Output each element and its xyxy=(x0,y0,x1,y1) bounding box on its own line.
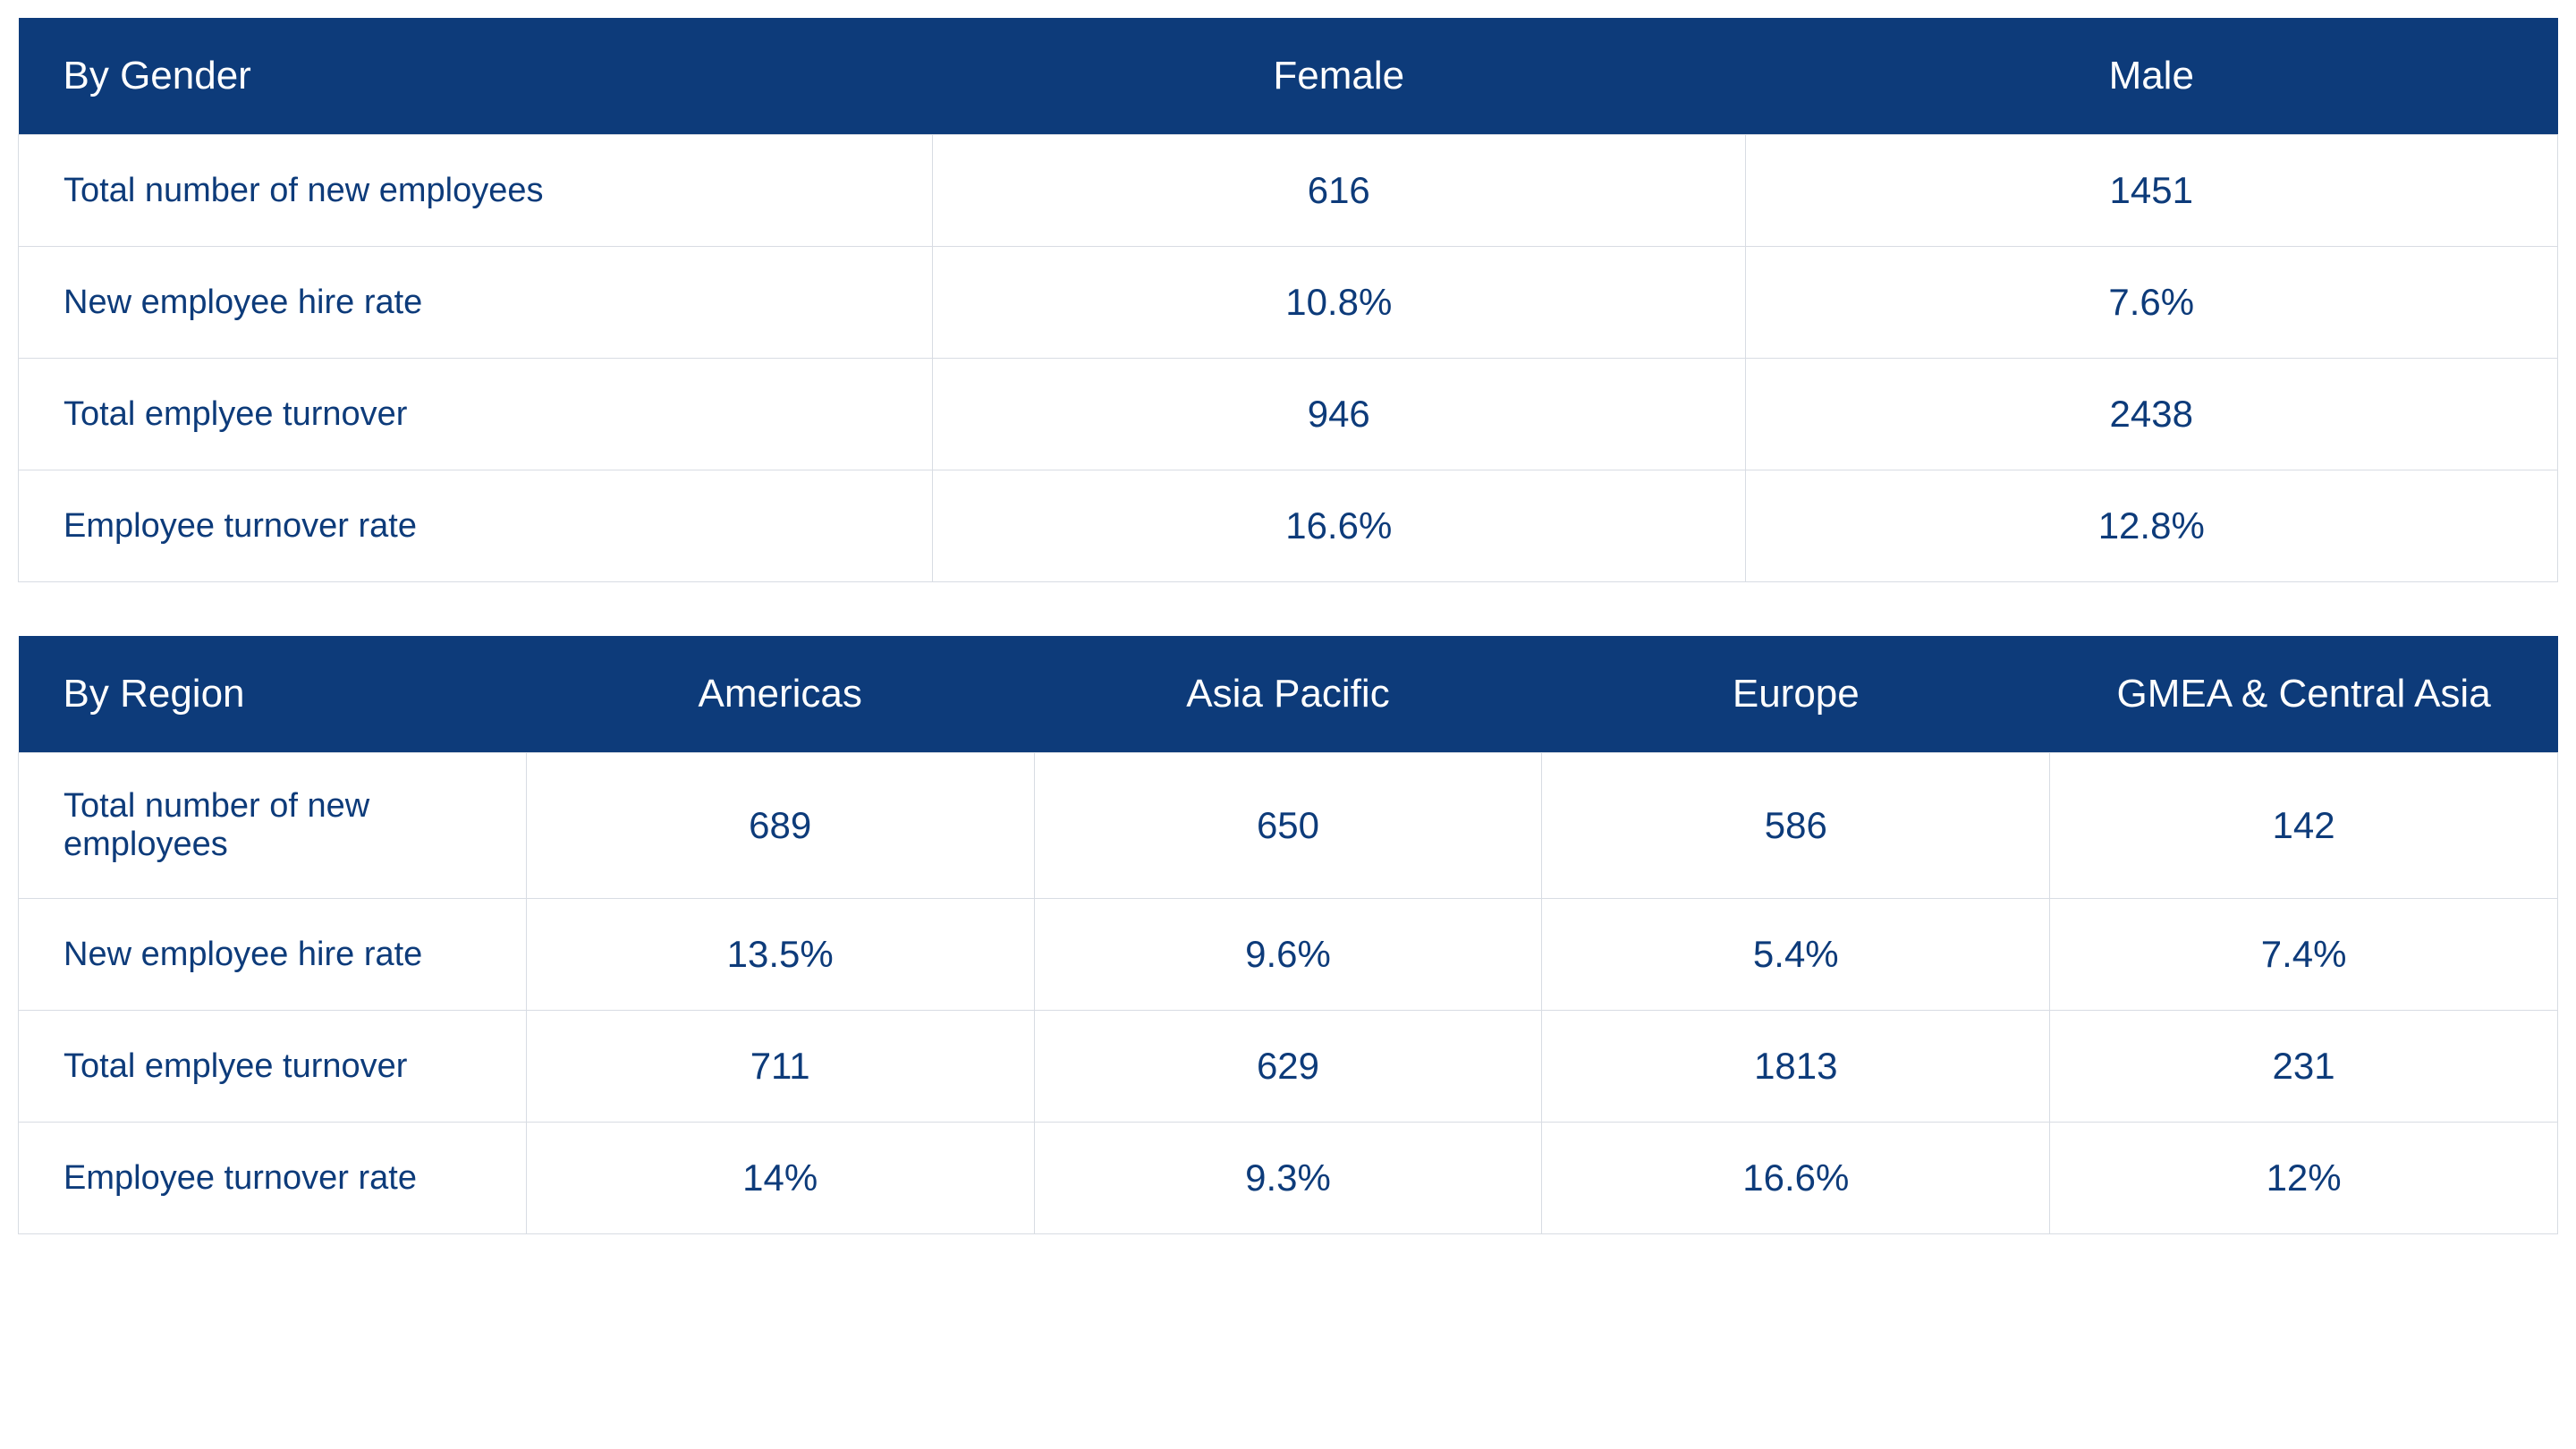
table-cell-label: Employee turnover rate xyxy=(19,1123,527,1234)
table-cell-value: 2438 xyxy=(1745,359,2558,470)
table-cell-value: 7.4% xyxy=(2050,899,2558,1011)
table-row: Total emplyee turnover 946 2438 xyxy=(19,359,2558,470)
table-cell-value: 5.4% xyxy=(1542,899,2050,1011)
table-cell-value: 231 xyxy=(2050,1011,2558,1123)
table-cell-value: 629 xyxy=(1034,1011,1542,1123)
table-row: New employee hire rate 10.8% 7.6% xyxy=(19,247,2558,359)
table-cell-value: 7.6% xyxy=(1745,247,2558,359)
table-header-row: By Gender Female Male xyxy=(19,18,2558,135)
table-cell-value: 1451 xyxy=(1745,135,2558,247)
table-cell-value: 12.8% xyxy=(1745,470,2558,582)
table-row: Employee turnover rate 14% 9.3% 16.6% 12… xyxy=(19,1123,2558,1234)
table-row: Total number of new employees 689 650 58… xyxy=(19,753,2558,899)
table-cell-value: 12% xyxy=(2050,1123,2558,1234)
table-header-cell: Male xyxy=(1745,18,2558,135)
table-cell-value: 16.6% xyxy=(933,470,1745,582)
table-cell-label: Employee turnover rate xyxy=(19,470,933,582)
table-cell-value: 616 xyxy=(933,135,1745,247)
table-cell-label: Total number of new employees xyxy=(19,753,527,899)
table-header-cell: By Region xyxy=(19,636,527,753)
table-cell-value: 689 xyxy=(526,753,1034,899)
table-header-row: By Region Americas Asia Pacific Europe G… xyxy=(19,636,2558,753)
table-cell-value: 13.5% xyxy=(526,899,1034,1011)
table-cell-value: 1813 xyxy=(1542,1011,2050,1123)
table-cell-value: 142 xyxy=(2050,753,2558,899)
table-cell-value: 16.6% xyxy=(1542,1123,2050,1234)
table-cell-label: New employee hire rate xyxy=(19,247,933,359)
table-cell-label: Total number of new employees xyxy=(19,135,933,247)
table-cell-value: 9.3% xyxy=(1034,1123,1542,1234)
table-header-cell: Americas xyxy=(526,636,1034,753)
table-cell-value: 10.8% xyxy=(933,247,1745,359)
gender-table: By Gender Female Male Total number of ne… xyxy=(18,18,2558,582)
table-row: Total number of new employees 616 1451 xyxy=(19,135,2558,247)
table-cell-value: 14% xyxy=(526,1123,1034,1234)
table-cell-label: New employee hire rate xyxy=(19,899,527,1011)
table-row: New employee hire rate 13.5% 9.6% 5.4% 7… xyxy=(19,899,2558,1011)
region-table: By Region Americas Asia Pacific Europe G… xyxy=(18,636,2558,1234)
table-header-cell: Asia Pacific xyxy=(1034,636,1542,753)
table-header-cell: GMEA & Central Asia xyxy=(2050,636,2558,753)
table-cell-label: Total emplyee turnover xyxy=(19,359,933,470)
table-row: Total emplyee turnover 711 629 1813 231 xyxy=(19,1011,2558,1123)
table-header-cell: Female xyxy=(933,18,1745,135)
table-header-cell: Europe xyxy=(1542,636,2050,753)
table-cell-value: 586 xyxy=(1542,753,2050,899)
table-cell-value: 650 xyxy=(1034,753,1542,899)
table-cell-value: 9.6% xyxy=(1034,899,1542,1011)
table-cell-value: 711 xyxy=(526,1011,1034,1123)
table-cell-label: Total emplyee turnover xyxy=(19,1011,527,1123)
tables-container: By Gender Female Male Total number of ne… xyxy=(18,18,2558,1234)
table-row: Employee turnover rate 16.6% 12.8% xyxy=(19,470,2558,582)
table-cell-value: 946 xyxy=(933,359,1745,470)
table-header-cell: By Gender xyxy=(19,18,933,135)
